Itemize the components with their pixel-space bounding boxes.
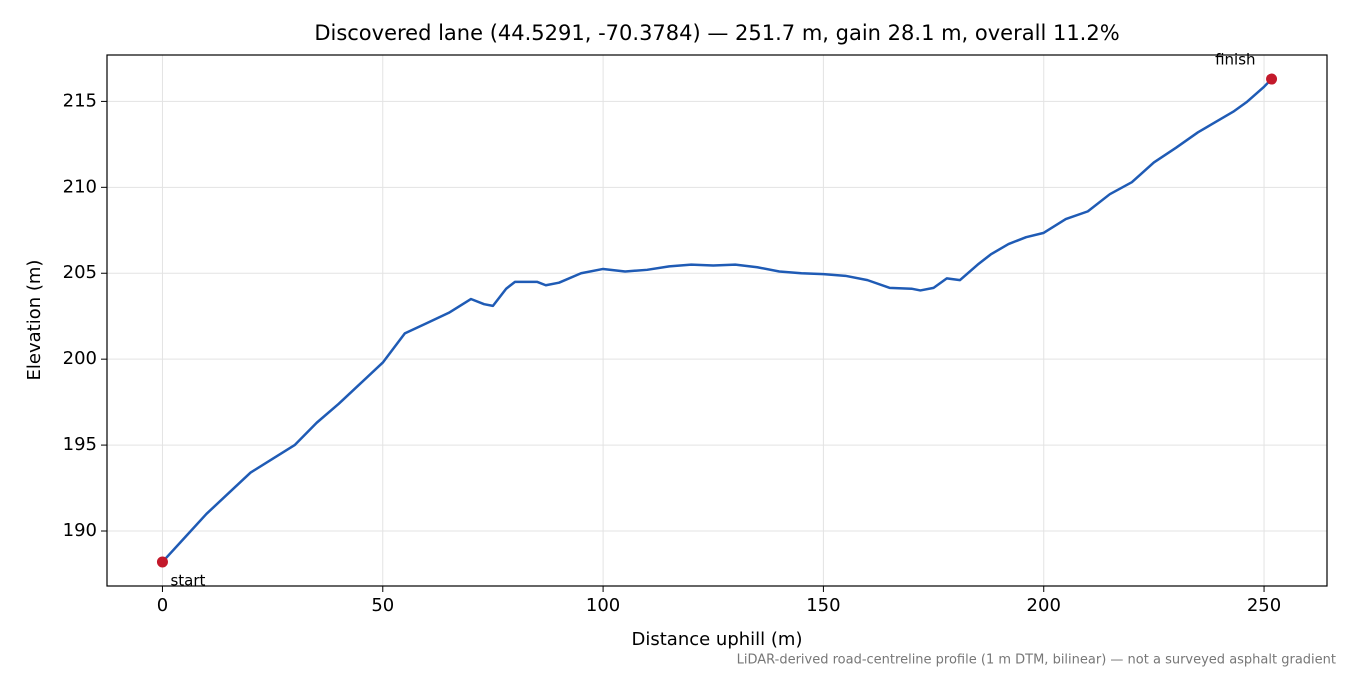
endpoint-marker xyxy=(156,556,168,568)
footnote: LiDAR-derived road-centreline profile (1… xyxy=(737,653,1336,668)
y-tick-label: 210 xyxy=(63,176,97,197)
chart-title: Discovered lane (44.5291, -70.3784) — 25… xyxy=(314,21,1119,45)
elevation-line xyxy=(161,78,1273,563)
y-tick-label: 215 xyxy=(63,90,97,111)
y-axis-label: Elevation (m) xyxy=(24,260,45,381)
x-tick-label: 200 xyxy=(1027,595,1061,616)
endpoint-label: finish xyxy=(1215,51,1255,69)
x-axis-label: Distance uphill (m) xyxy=(632,629,803,650)
endpoint-label: start xyxy=(170,571,205,589)
y-tick-label: 205 xyxy=(63,262,97,283)
y-tick-label: 195 xyxy=(63,434,97,455)
x-tick-label: 0 xyxy=(157,595,168,616)
x-tick-label: 250 xyxy=(1247,595,1281,616)
x-tick-label: 100 xyxy=(586,595,620,616)
y-tick-label: 200 xyxy=(63,348,97,369)
endpoint-marker xyxy=(1266,73,1278,85)
plot-frame xyxy=(106,54,1328,587)
x-tick-label: 150 xyxy=(806,595,840,616)
x-tick-label: 50 xyxy=(371,595,394,616)
y-tick-label: 190 xyxy=(63,520,97,541)
